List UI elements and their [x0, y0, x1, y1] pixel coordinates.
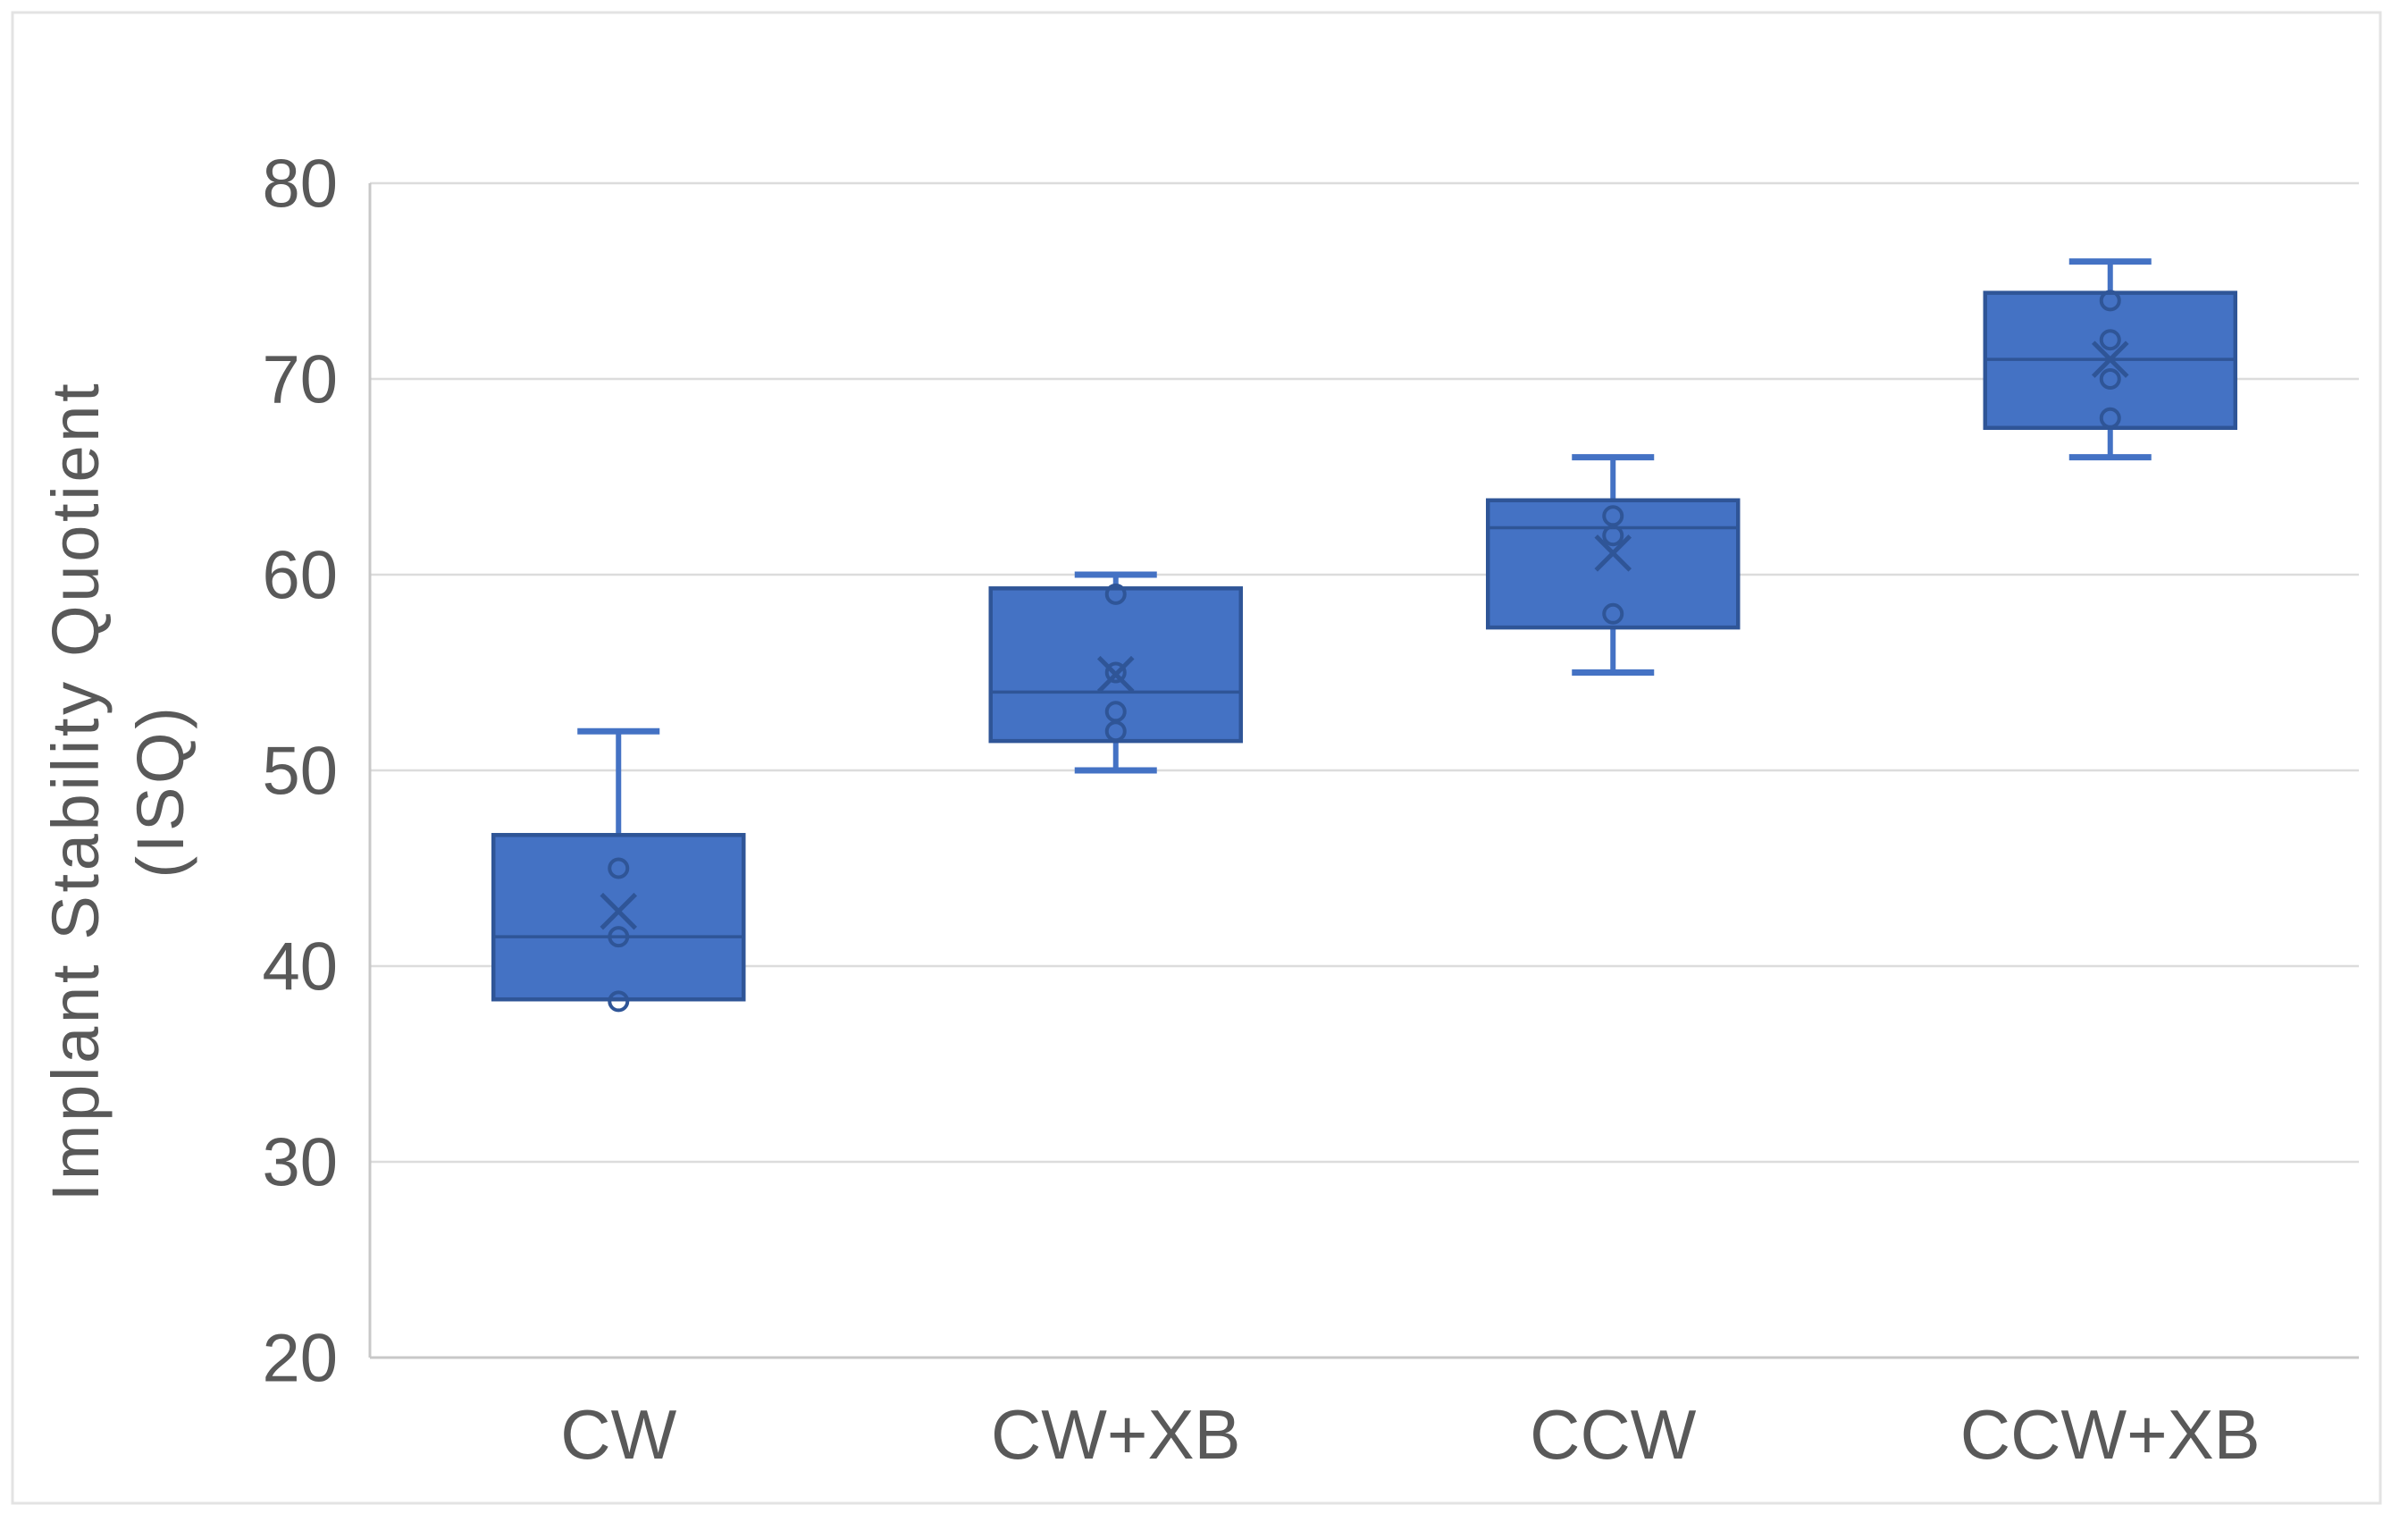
y-tick-label-30: 30 — [262, 1125, 338, 1201]
y-tick-label-20: 20 — [262, 1321, 338, 1397]
iqr-box — [1486, 498, 1741, 630]
data-point — [1104, 720, 1127, 743]
data-point — [2099, 368, 2121, 390]
data-point — [608, 990, 630, 1013]
data-point — [1104, 661, 1127, 684]
data-point — [2099, 329, 2121, 351]
data-point — [608, 926, 630, 948]
mean-marker — [2091, 341, 2129, 378]
box-plot-CW+XB — [988, 571, 1243, 774]
data-point — [2099, 407, 2121, 429]
figure-border — [11, 11, 2382, 1505]
x-category-label-CCW+XB: CCW+XB — [1960, 1395, 2261, 1474]
data-point — [1104, 583, 1127, 605]
mean-marker — [600, 892, 638, 930]
x-category-label-CW: CW — [560, 1395, 676, 1474]
y-tick-label-80: 80 — [262, 147, 338, 223]
mean-marker — [1594, 534, 1632, 572]
y-axis-title-line-1: Implant Stability Quotient — [38, 381, 113, 1202]
data-point — [608, 857, 630, 879]
y-tick-label-70: 70 — [262, 342, 338, 418]
y-tick-label-50: 50 — [262, 734, 338, 810]
data-point — [2099, 290, 2121, 312]
box-plot-CCW — [1486, 454, 1741, 676]
mean-marker — [1096, 655, 1135, 694]
data-point — [1602, 602, 1624, 625]
data-point — [1602, 525, 1624, 547]
x-category-label-CW+XB: CW+XB — [991, 1395, 1241, 1474]
y-tick-label-60: 60 — [262, 538, 338, 614]
y-axis-title-line-2: (ISQ) — [123, 703, 197, 878]
y-tick-label-40: 40 — [262, 929, 338, 1005]
box-plot-CCW+XB — [1983, 258, 2237, 461]
x-category-label-CCW: CCW — [1530, 1395, 1697, 1474]
iqr-box — [491, 833, 746, 1002]
box-plot-CW — [491, 727, 746, 1013]
